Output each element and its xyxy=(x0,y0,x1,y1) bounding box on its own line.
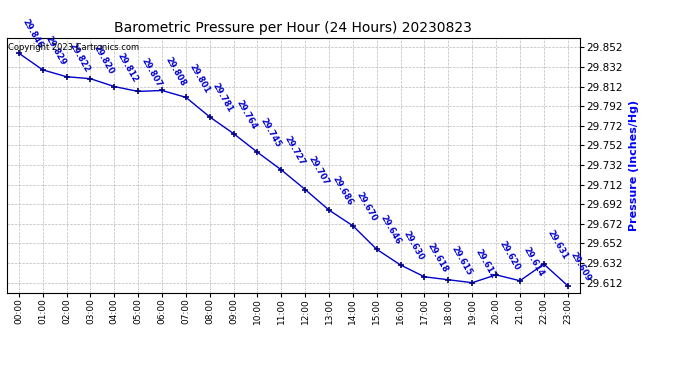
Text: 29.822: 29.822 xyxy=(68,41,92,74)
Text: 29.846: 29.846 xyxy=(20,18,44,50)
Text: 29.631: 29.631 xyxy=(545,229,569,261)
Text: 29.646: 29.646 xyxy=(378,214,402,247)
Text: 29.807: 29.807 xyxy=(139,56,164,88)
Text: 29.609: 29.609 xyxy=(569,251,593,283)
Text: 29.727: 29.727 xyxy=(283,135,306,167)
Text: 29.612: 29.612 xyxy=(473,247,497,280)
Text: 29.801: 29.801 xyxy=(187,62,211,94)
Text: 29.614: 29.614 xyxy=(522,245,545,278)
Text: 29.820: 29.820 xyxy=(92,44,116,76)
Text: 29.808: 29.808 xyxy=(164,56,187,88)
Text: Copyright 2023 Cartronics.com: Copyright 2023 Cartronics.com xyxy=(8,43,139,52)
Text: 29.707: 29.707 xyxy=(306,154,331,187)
Title: Barometric Pressure per Hour (24 Hours) 20230823: Barometric Pressure per Hour (24 Hours) … xyxy=(115,21,472,35)
Text: 29.618: 29.618 xyxy=(426,242,450,274)
Text: 29.630: 29.630 xyxy=(402,230,426,262)
Text: 29.745: 29.745 xyxy=(259,117,283,150)
Text: 29.812: 29.812 xyxy=(116,51,139,84)
Text: 29.615: 29.615 xyxy=(450,244,474,277)
Text: 29.670: 29.670 xyxy=(354,190,378,223)
Text: 29.620: 29.620 xyxy=(497,240,522,272)
Text: 29.781: 29.781 xyxy=(211,82,235,114)
Y-axis label: Pressure (Inches/Hg): Pressure (Inches/Hg) xyxy=(629,99,639,231)
Text: 29.764: 29.764 xyxy=(235,98,259,131)
Text: 29.829: 29.829 xyxy=(44,34,68,67)
Text: 29.686: 29.686 xyxy=(331,175,355,207)
